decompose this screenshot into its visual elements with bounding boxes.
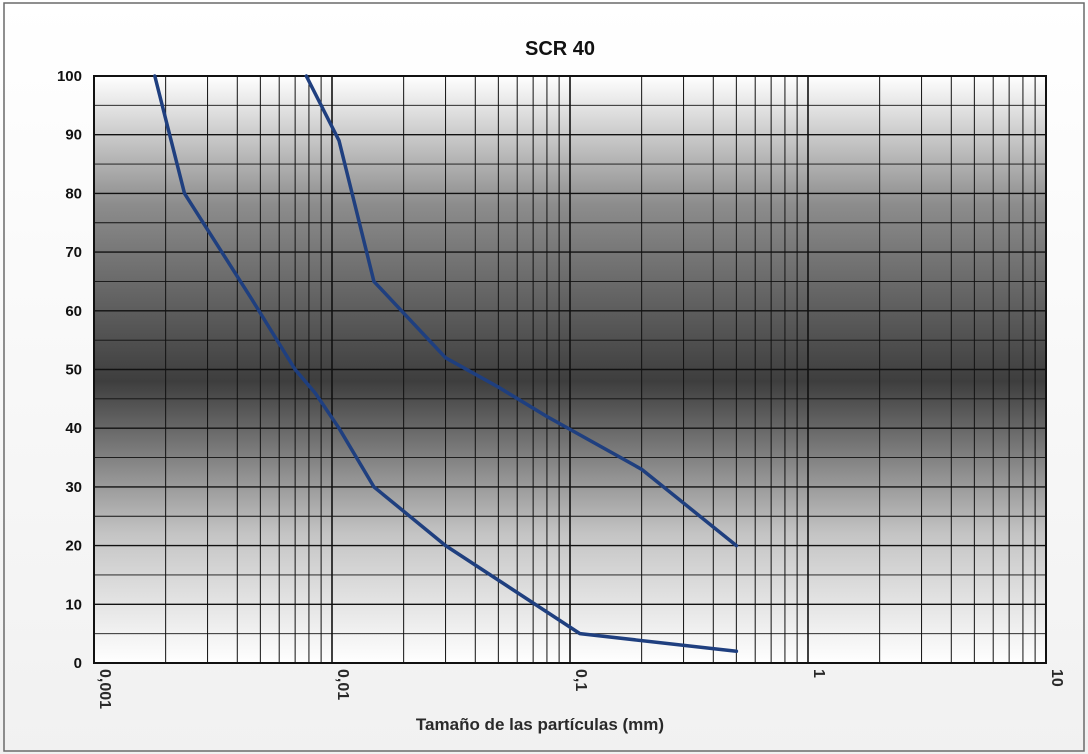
y-tick-label: 30 <box>65 479 82 496</box>
x-tick-label: 10 <box>1048 669 1065 687</box>
y-tick-label: 70 <box>65 244 82 261</box>
grid-layer <box>93 75 1046 664</box>
series-line-1 <box>153 74 739 654</box>
x-tick-labels: 0,001 0,01 0,1 1 10 <box>96 669 1065 709</box>
y-tick-label: 0 <box>74 655 82 672</box>
y-tick-label: 50 <box>65 362 82 379</box>
x-tick-label: 1 <box>810 669 827 678</box>
y-tick-label: 20 <box>65 538 82 555</box>
chart-title: SCR 40 <box>525 38 595 60</box>
x-tick-label: 0,1 <box>572 669 589 691</box>
y-tick-label: 90 <box>65 127 82 144</box>
y-tick-label: 80 <box>65 185 82 202</box>
x-tick-label: 0,001 <box>96 669 113 709</box>
series-layer <box>153 74 739 654</box>
y-tick-labels: 0 10 20 30 40 50 60 70 80 90 100 <box>57 68 82 672</box>
chart-outer-border <box>3 2 1085 752</box>
y-tick-label: 10 <box>65 596 82 613</box>
y-tick-label: 60 <box>65 303 82 320</box>
y-tick-label: 100 <box>57 68 82 85</box>
y-tick-label: 40 <box>65 420 82 437</box>
series-line-2 <box>304 74 739 548</box>
x-tick-label: 0,01 <box>334 669 351 700</box>
x-axis-title: Tamaño de las partículas (mm) <box>416 715 664 734</box>
plot-area-border <box>93 75 1047 664</box>
